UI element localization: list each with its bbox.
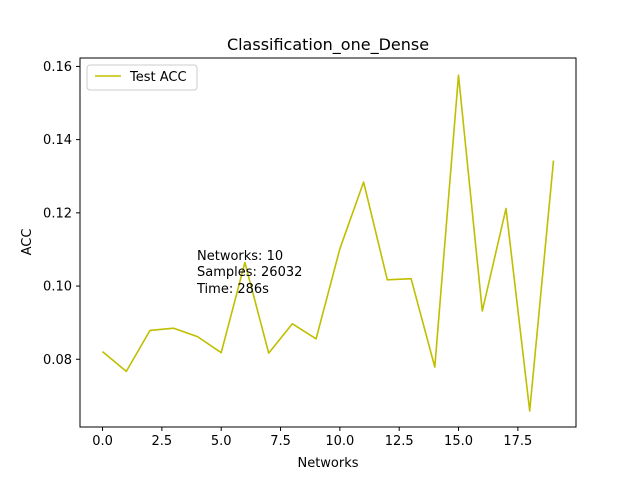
annotation-samples: Samples: 26032 — [197, 265, 302, 280]
x-tick-label: 12.5 — [385, 434, 414, 449]
y-axis-label: ACC — [20, 229, 35, 256]
legend-label: Test ACC — [129, 70, 187, 85]
x-tick-label: 2.5 — [152, 434, 173, 449]
y-axis-ticks: 0.08 0.10 0.12 0.14 0.16 — [43, 60, 80, 368]
axes-frame — [79, 57, 577, 428]
plot-area — [79, 57, 577, 428]
y-tick-label: 0.14 — [43, 133, 72, 148]
y-tick-label: 0.08 — [43, 353, 72, 368]
x-tick-label: 5.0 — [211, 434, 232, 449]
annotation-block: Networks: 10 Samples: 26032 Time: 286s — [196, 249, 302, 297]
annotation-networks: Networks: 10 — [197, 249, 283, 264]
x-axis-ticks: 0.0 2.5 5.0 7.5 10.0 12.5 15.0 17.5 — [92, 427, 532, 449]
series-line-test-acc — [101, 74, 555, 412]
y-tick-label: 0.10 — [43, 280, 72, 295]
chart-title: Classification_one_Dense — [227, 35, 429, 55]
legend-box — [86, 64, 198, 91]
y-tick-label: 0.16 — [43, 60, 72, 75]
x-tick-label: 0.0 — [92, 434, 113, 449]
y-tick-label: 0.12 — [43, 206, 72, 221]
x-tick-label: 15.0 — [444, 434, 473, 449]
x-tick-label: 17.5 — [503, 434, 532, 449]
x-tick-label: 10.0 — [325, 434, 354, 449]
x-tick-label: 7.5 — [270, 434, 291, 449]
annotation-time: Time: 286s — [196, 282, 269, 297]
x-axis-label: Networks — [297, 456, 358, 471]
legend: Test ACC — [86, 64, 198, 91]
series-layer — [101, 74, 555, 412]
